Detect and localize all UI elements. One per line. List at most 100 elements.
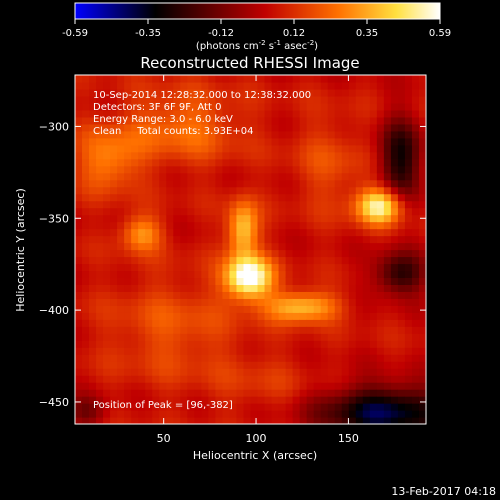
- heatmap-cell: [152, 284, 160, 292]
- heatmap-cell: [82, 235, 90, 244]
- heatmap-cell: [306, 158, 315, 167]
- heatmap-cell: [96, 186, 104, 195]
- heatmap-cell: [201, 214, 209, 223]
- heatmap-cell: [110, 193, 118, 202]
- heatmap-cell: [124, 277, 132, 285]
- heatmap-cell: [243, 88, 252, 97]
- colorbar-ticks: -0.59 -0.35 -0.12 0.12 0.35 0.59: [62, 19, 451, 39]
- heatmap-cell: [355, 158, 364, 167]
- heatmap-cell: [306, 116, 315, 125]
- heatmap-cell: [250, 158, 259, 167]
- heatmap-cell: [187, 130, 195, 139]
- heatmap-cell: [292, 235, 301, 244]
- heatmap-cell: [166, 249, 174, 258]
- heatmap-cell: [152, 95, 160, 104]
- heatmap-cell: [187, 214, 195, 223]
- heatmap-cell: [82, 214, 90, 223]
- heatmap-cell: [152, 81, 160, 90]
- heatmap-cell: [292, 130, 301, 139]
- heatmap-cell: [285, 270, 294, 279]
- heatmap-cell: [222, 354, 231, 362]
- heatmap-cell: [390, 403, 399, 411]
- heatmap-cell: [362, 158, 371, 167]
- heatmap-cell: [404, 354, 413, 362]
- heatmap-cell: [327, 75, 336, 83]
- heatmap-cell: [369, 88, 378, 97]
- heatmap-cell: [383, 151, 392, 160]
- heatmap-cell: [96, 207, 104, 216]
- heatmap-cell: [187, 242, 195, 251]
- heatmap-cell: [229, 375, 238, 383]
- heatmap-cell: [222, 186, 231, 195]
- heatmap-cell: [369, 263, 378, 272]
- heatmap-cell: [110, 284, 118, 292]
- heatmap-cell: [145, 277, 153, 285]
- heatmap-cell: [320, 228, 329, 237]
- heatmap-cell: [250, 165, 259, 174]
- heatmap-cell: [271, 200, 280, 209]
- heatmap-cell: [355, 123, 364, 132]
- heatmap-cell: [397, 109, 406, 118]
- heatmap-cell: [334, 165, 343, 174]
- heatmap-cell: [306, 417, 315, 424]
- heatmap-cell: [362, 88, 371, 97]
- heatmap-cell: [278, 249, 287, 258]
- heatmap-cell: [131, 312, 139, 320]
- heatmap-cell: [75, 347, 83, 355]
- heatmap-cell: [180, 277, 188, 285]
- heatmap-cell: [348, 165, 357, 174]
- heatmap-cell: [348, 75, 357, 83]
- heatmap-cell: [397, 368, 406, 376]
- heatmap-cell: [89, 75, 97, 83]
- heatmap-cell: [376, 158, 385, 167]
- heatmap-cell: [411, 333, 420, 341]
- heatmap-cell: [320, 221, 329, 230]
- colorbar-tick-label: -0.59: [62, 28, 88, 39]
- heatmap-cell: [285, 102, 294, 111]
- heatmap-cell: [313, 242, 322, 251]
- heatmap-cell: [180, 228, 188, 237]
- heatmap-cell: [411, 354, 420, 362]
- heatmap-cell: [411, 88, 420, 97]
- heatmap-cell: [376, 130, 385, 139]
- heatmap-cell: [229, 242, 238, 251]
- heatmap-cell: [117, 109, 125, 118]
- heatmap-cell: [278, 375, 287, 383]
- heatmap-cell: [75, 193, 83, 202]
- heatmap-cell: [124, 382, 132, 390]
- heatmap-cell: [236, 200, 245, 209]
- heatmap-cell: [327, 95, 336, 104]
- heatmap-cell: [187, 396, 195, 404]
- heatmap-cell: [264, 277, 273, 285]
- heatmap-cell: [257, 263, 266, 272]
- heatmap-cell: [362, 403, 371, 411]
- heatmap-cell: [166, 221, 174, 230]
- heatmap-cell: [327, 137, 336, 146]
- heatmap-cell: [250, 368, 259, 376]
- heatmap-cell: [173, 263, 181, 272]
- heatmap-cell: [236, 375, 245, 383]
- heatmap-cell: [369, 284, 378, 292]
- heatmap-cell: [341, 312, 350, 320]
- heatmap-cell: [292, 95, 301, 104]
- heatmap-cell: [110, 249, 118, 258]
- heatmap-cell: [187, 389, 195, 397]
- heatmap-cell: [236, 263, 245, 272]
- heatmap-cell: [159, 193, 167, 202]
- heatmap-cell: [103, 403, 111, 411]
- heatmap-cell: [145, 158, 153, 167]
- heatmap-cell: [264, 151, 273, 160]
- heatmap-cell: [369, 221, 378, 230]
- heatmap-cell: [404, 158, 413, 167]
- heatmap-cell: [299, 417, 308, 424]
- heatmap-cell: [355, 284, 364, 292]
- heatmap-cell: [187, 109, 195, 118]
- heatmap-cell: [390, 389, 399, 397]
- heatmap-cell: [278, 144, 287, 153]
- heatmap-cell: [208, 81, 216, 90]
- heatmap-cell: [306, 375, 315, 383]
- heatmap-cell: [411, 270, 420, 279]
- heatmap-cell: [117, 249, 125, 258]
- heatmap-cell: [208, 116, 216, 125]
- heatmap-cell: [404, 165, 413, 174]
